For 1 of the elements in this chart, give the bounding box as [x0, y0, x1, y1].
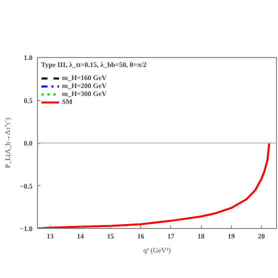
line-series	[38, 142, 270, 228]
